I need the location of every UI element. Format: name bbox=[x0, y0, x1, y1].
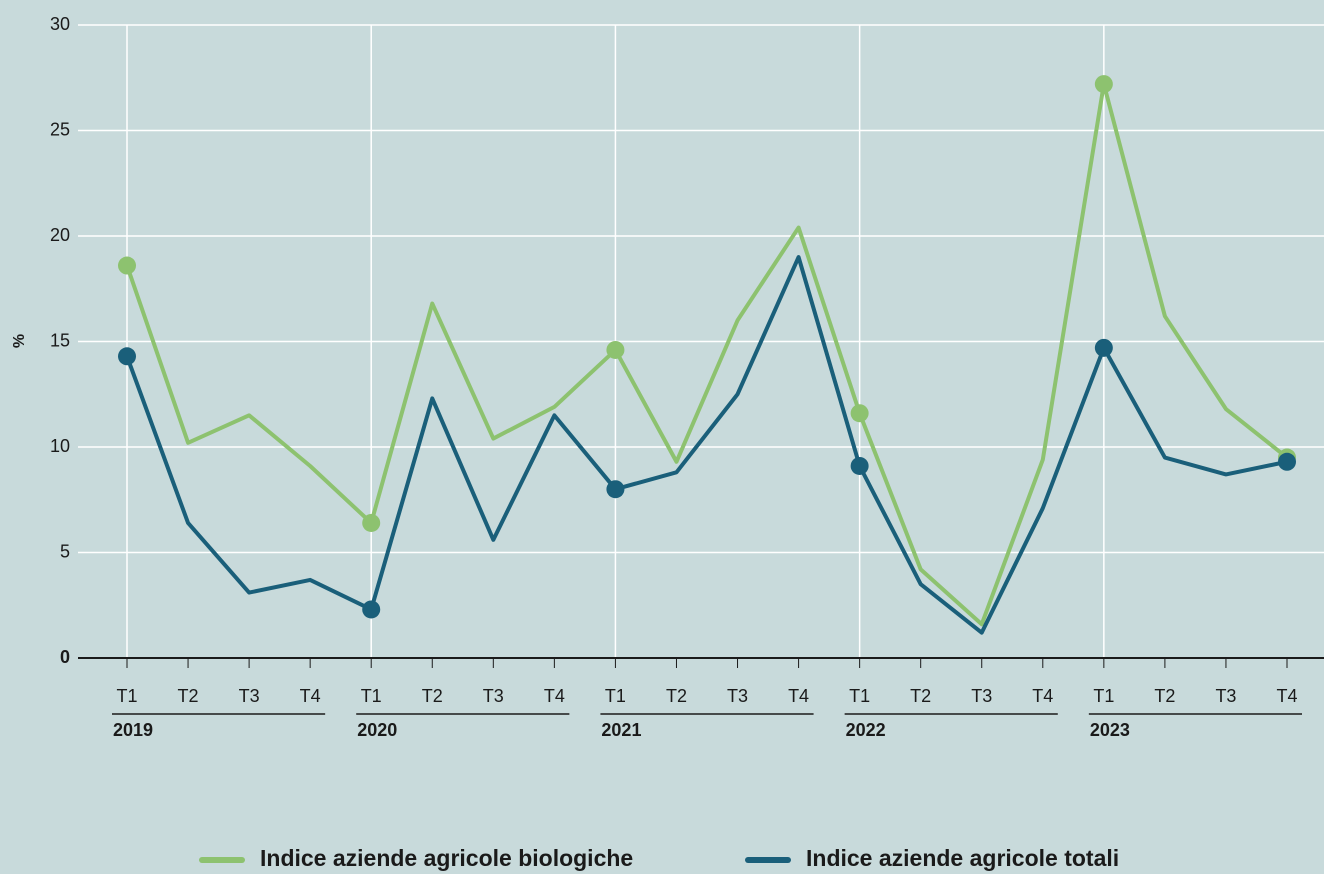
x-tick-label: T2 bbox=[422, 686, 443, 706]
y-axis-label: % bbox=[11, 334, 28, 348]
x-tick-label: T4 bbox=[1032, 686, 1053, 706]
x-tick-label: T3 bbox=[1215, 686, 1236, 706]
data-point bbox=[362, 513, 381, 532]
x-tick-label: T1 bbox=[361, 686, 382, 706]
y-tick-label: 30 bbox=[50, 14, 70, 34]
data-point bbox=[606, 340, 625, 359]
year-label: 2022 bbox=[846, 720, 886, 740]
data-point bbox=[850, 456, 869, 475]
x-tick-label: T1 bbox=[1093, 686, 1114, 706]
x-tick-label: T4 bbox=[300, 686, 321, 706]
data-point bbox=[118, 256, 136, 275]
data-point bbox=[1094, 75, 1113, 94]
x-tick-label: T3 bbox=[239, 686, 260, 706]
year-label: 2023 bbox=[1090, 720, 1130, 740]
x-tick-label: T3 bbox=[483, 686, 504, 706]
x-tick-label: T1 bbox=[605, 686, 626, 706]
y-tick-label: 20 bbox=[50, 225, 70, 245]
data-point bbox=[850, 404, 869, 423]
x-tick-label: T1 bbox=[116, 686, 137, 706]
y-tick-label: 15 bbox=[50, 330, 70, 350]
year-label: 2020 bbox=[357, 720, 397, 740]
data-line bbox=[125, 82, 1289, 627]
data-point bbox=[362, 600, 381, 619]
x-tick-label: T2 bbox=[910, 686, 931, 706]
x-tick-label: T4 bbox=[788, 686, 809, 706]
legend-label: Indice aziende agricole biologiche bbox=[260, 845, 633, 871]
x-tick-label: T2 bbox=[1154, 686, 1175, 706]
x-tick-label: T2 bbox=[666, 686, 687, 706]
y-tick-label: 10 bbox=[50, 436, 70, 456]
data-point bbox=[1278, 452, 1296, 471]
y-tick-label: 25 bbox=[50, 119, 70, 139]
data-point bbox=[118, 347, 136, 366]
data-point bbox=[1094, 338, 1113, 357]
legend-label: Indice aziende agricole totali bbox=[806, 845, 1119, 871]
x-tick-label: T4 bbox=[544, 686, 565, 706]
x-tick-label: T2 bbox=[178, 686, 199, 706]
data-point bbox=[606, 480, 625, 499]
x-tick-label: T4 bbox=[1276, 686, 1297, 706]
x-tick-label: T1 bbox=[849, 686, 870, 706]
y-tick-label: 5 bbox=[60, 541, 70, 561]
y-tick-label: 0 bbox=[60, 647, 70, 667]
data-line bbox=[125, 255, 1288, 635]
x-tick-label: T3 bbox=[727, 686, 748, 706]
year-label: 2019 bbox=[113, 720, 153, 740]
year-label: 2021 bbox=[601, 720, 641, 740]
x-tick-label: T3 bbox=[971, 686, 992, 706]
